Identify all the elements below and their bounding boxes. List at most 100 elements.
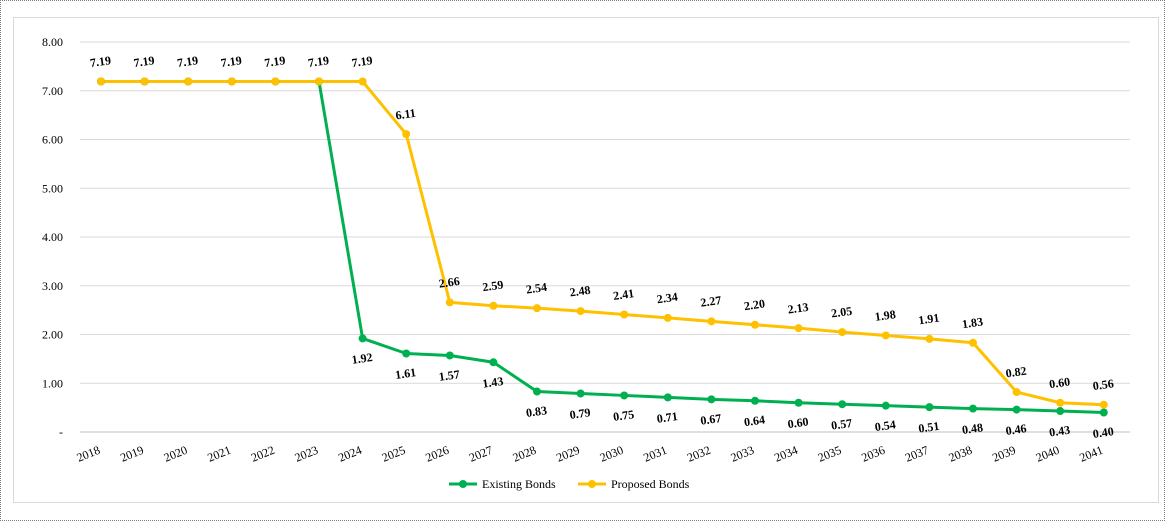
- proposed-bonds-point: [881, 331, 890, 340]
- existing-bonds-point: [445, 351, 454, 360]
- proposed-bonds-label: 7.19: [89, 53, 112, 70]
- x-tick-label: 2034: [772, 443, 799, 465]
- legend[interactable]: Existing Bonds Proposed Bonds: [449, 477, 690, 491]
- proposed-bonds-point: [663, 313, 672, 322]
- proposed-bonds-line: [101, 79, 1104, 407]
- y-tick-label: 5.00: [42, 181, 63, 195]
- existing-bonds-point: [925, 403, 934, 412]
- y-tick-label: 4.00: [42, 230, 63, 244]
- x-tick-label: 2028: [511, 443, 538, 465]
- x-tick-label: 2027: [467, 443, 494, 465]
- existing-bonds-point: [402, 349, 411, 358]
- gridlines: [80, 41, 1130, 433]
- y-tick-label: 6.00: [42, 133, 63, 147]
- proposed-bonds-point: [358, 77, 367, 86]
- existing-bonds-point: [751, 396, 759, 405]
- y-tick-label: 3.00: [42, 279, 63, 293]
- proposed-bonds-label: 2.41: [612, 286, 635, 303]
- existing-bonds-point: [969, 404, 977, 413]
- proposed-bonds-point: [1056, 398, 1065, 407]
- x-tick-label: 2024: [336, 443, 363, 465]
- proposed-bonds-label: 0.60: [1048, 374, 1071, 391]
- existing-bonds-label: 0.48: [961, 420, 984, 437]
- x-tick-label: 2039: [990, 443, 1017, 465]
- proposed-bonds-label: 7.19: [176, 53, 199, 70]
- existing-bonds-point: [1056, 407, 1065, 416]
- proposed-bonds-label: 2.54: [525, 280, 548, 297]
- existing-bonds-label: 0.54: [874, 417, 897, 434]
- data-labels: 1.92 1.61 1.57 1.43 0.83 0.79 0.75 0.71 0.67 0.64…: [89, 53, 1115, 441]
- proposed-bonds-label: 2.05: [830, 304, 853, 321]
- proposed-bonds-label: 7.19: [351, 53, 374, 70]
- proposed-bonds-point: [402, 130, 411, 139]
- existing-bonds-label: 0.43: [1048, 423, 1071, 440]
- proposed-bonds-point: [445, 298, 454, 307]
- x-tick-label: 2021: [205, 443, 232, 465]
- existing-bonds-point: [533, 387, 541, 396]
- series-lines: [97, 77, 1108, 417]
- legend-label: Existing Bonds: [482, 477, 556, 491]
- existing-bonds-label: 1.57: [438, 367, 461, 384]
- x-tick-label: 2020: [162, 443, 189, 465]
- x-tick-label: 2019: [118, 443, 145, 465]
- existing-bonds-point: [663, 393, 672, 402]
- proposed-bonds-label: 2.13: [787, 300, 810, 317]
- proposed-bonds-point: [969, 338, 977, 347]
- chart-area: [13, 17, 1159, 503]
- proposed-bonds-label: 2.34: [656, 290, 679, 307]
- proposed-bonds-point: [794, 324, 803, 333]
- existing-bonds-label: 0.83: [525, 403, 548, 420]
- y-axis-ticks: - 1.00 2.00 3.00 4.00 5.00 6.00 7.00 8.00: [42, 35, 63, 439]
- x-axis-ticks: 2018 2019 2020 2021 2022 2023 2024 2025 2026 2027…: [75, 443, 1105, 465]
- y-tick-label: -: [59, 425, 63, 439]
- proposed-bonds-point: [751, 320, 759, 329]
- proposed-bonds-point: [707, 317, 716, 326]
- legend-marker: [588, 480, 596, 488]
- existing-bonds-label: 0.67: [699, 411, 722, 428]
- proposed-bonds-label: 6.11: [395, 106, 417, 123]
- y-tick-label: 2.00: [42, 328, 63, 342]
- existing-bonds-label: 0.40: [1092, 424, 1115, 441]
- existing-bonds-label: 0.71: [656, 409, 679, 426]
- x-tick-label: 2038: [947, 443, 974, 465]
- x-tick-label: 2041: [1077, 443, 1104, 465]
- proposed-bonds-point: [184, 77, 193, 86]
- proposed-bonds-label: 2.27: [699, 293, 722, 310]
- x-tick-label: 2032: [685, 443, 712, 465]
- legend-marker: [459, 480, 467, 488]
- y-tick-label: 7.00: [42, 84, 63, 98]
- proposed-bonds-point: [1099, 400, 1108, 409]
- existing-bonds-label: 0.79: [569, 405, 592, 422]
- proposed-bonds-label: 1.83: [961, 314, 984, 331]
- proposed-bonds-label: 7.19: [263, 53, 286, 70]
- legend-existing-bonds[interactable]: Existing Bonds: [449, 477, 556, 491]
- x-tick-label: 2031: [641, 443, 668, 465]
- proposed-bonds-point: [271, 77, 280, 86]
- x-tick-label: 2030: [598, 443, 625, 465]
- existing-bonds-label: 1.61: [394, 365, 417, 382]
- existing-bonds-point: [576, 389, 585, 398]
- proposed-bonds-point: [620, 310, 629, 319]
- legend-proposed-bonds[interactable]: Proposed Bonds: [578, 477, 690, 491]
- x-tick-label: 2035: [816, 443, 843, 465]
- proposed-bonds-label: 2.20: [743, 296, 766, 313]
- proposed-bonds-label: 1.98: [874, 307, 897, 324]
- existing-bonds-label: 0.46: [1005, 421, 1028, 438]
- x-tick-label: 2025: [380, 443, 407, 465]
- proposed-bonds-label: 7.19: [220, 53, 243, 70]
- existing-bonds-label: 0.60: [787, 414, 810, 431]
- x-tick-label: 2029: [554, 443, 581, 465]
- proposed-bonds-label: 2.48: [569, 283, 592, 300]
- proposed-bonds-point: [533, 304, 541, 313]
- proposed-bonds-label: 0.56: [1092, 376, 1115, 393]
- legend-label: Proposed Bonds: [611, 477, 690, 491]
- proposed-bonds-label: 7.19: [133, 53, 156, 70]
- x-tick-label: 2026: [423, 443, 450, 465]
- existing-bonds-point: [489, 358, 498, 367]
- proposed-bonds-label: 1.91: [917, 311, 940, 328]
- x-tick-label: 2040: [1034, 443, 1061, 465]
- existing-bonds-label: 0.64: [743, 412, 766, 429]
- existing-bonds-label: 0.57: [830, 416, 853, 433]
- x-tick-label: 2018: [75, 443, 102, 465]
